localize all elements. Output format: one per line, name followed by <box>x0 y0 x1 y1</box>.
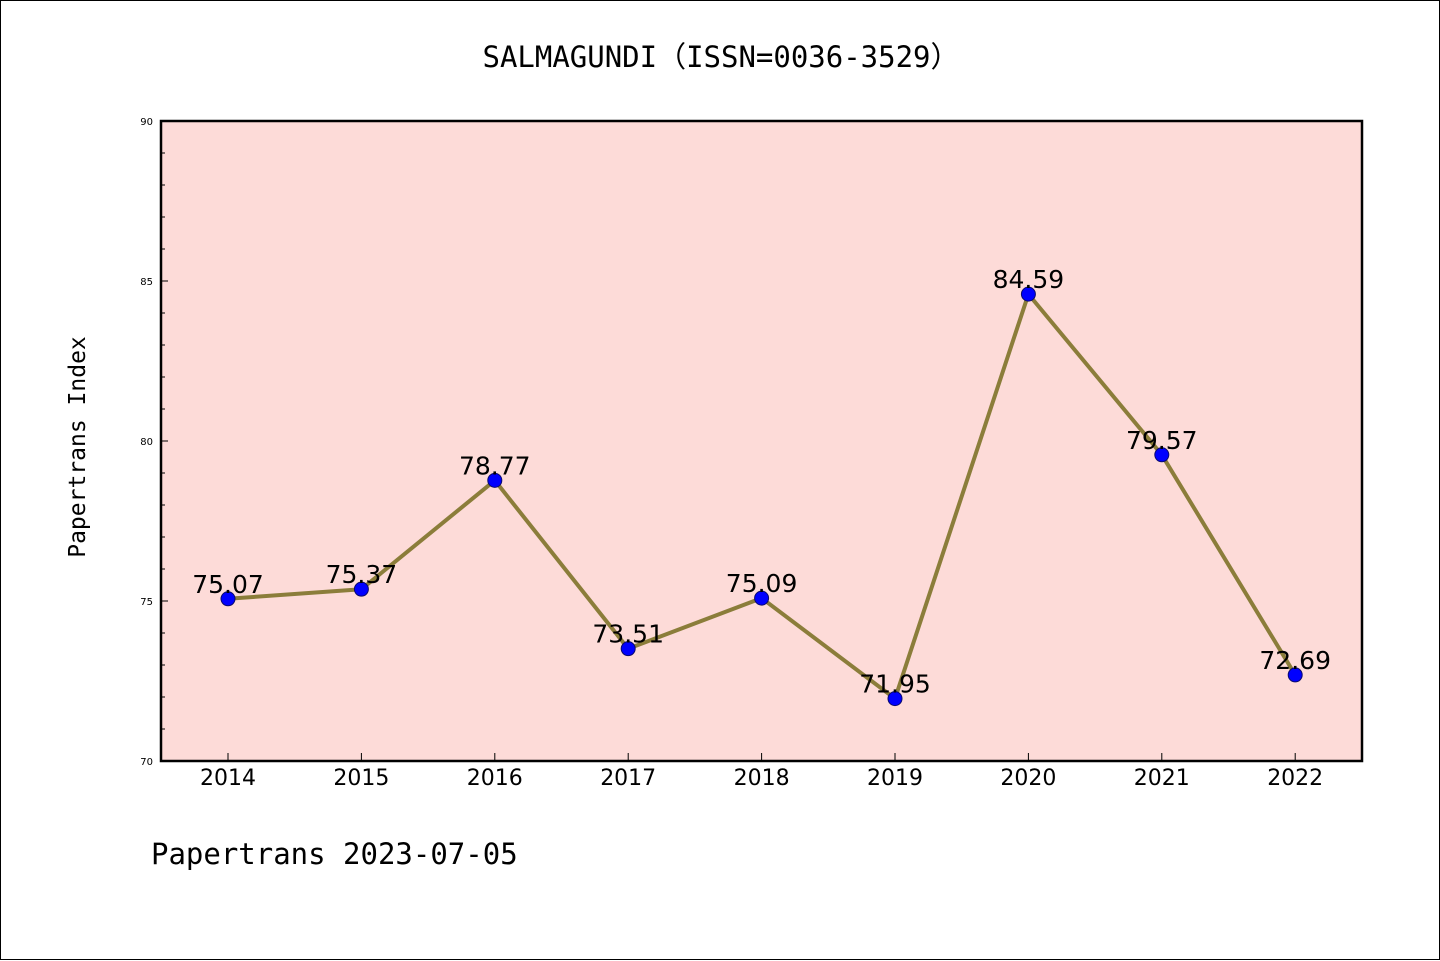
x-tick-label: 2014 <box>200 766 256 791</box>
data-label: 79.57 <box>1126 426 1198 455</box>
data-markers <box>220 286 1303 707</box>
data-point <box>220 591 236 607</box>
y-axis-label: Papertrans Index <box>65 336 91 558</box>
data-point <box>487 472 503 488</box>
x-tick-label: 2021 <box>1134 766 1190 791</box>
data-point <box>1287 667 1303 683</box>
footer-source-date: Papertrans 2023-07-05 <box>151 837 518 871</box>
data-point <box>353 581 369 597</box>
plot-border <box>159 119 1364 763</box>
data-label: 84.59 <box>993 265 1065 294</box>
x-tick-label: 2017 <box>600 766 656 791</box>
x-tick-label: 2018 <box>734 766 790 791</box>
y-tick-label: 75 <box>140 597 153 608</box>
data-label: 72.69 <box>1259 646 1331 675</box>
y-tick-label: 90 <box>140 117 153 128</box>
y-tick-label: 85 <box>140 277 153 288</box>
data-point <box>887 691 903 707</box>
data-label: 75.37 <box>326 560 398 589</box>
data-label: 73.51 <box>592 620 664 649</box>
axis-ticks: 70 75 80 85 90 2014 2015 2016 2017 2018 2019 2020 20… <box>140 117 1323 791</box>
y-tick-label: 70 <box>140 757 153 768</box>
data-label: 71.95 <box>859 670 931 699</box>
data-label: 75.09 <box>726 569 798 598</box>
x-tick-label: 2016 <box>467 766 523 791</box>
x-tick-label: 2022 <box>1267 766 1323 791</box>
x-tick-label: 2019 <box>867 766 923 791</box>
data-labels: 75.07 75.37 78.77 73.51 75.09 71.95 84.59 79.57… <box>192 265 1331 698</box>
data-point <box>620 641 636 657</box>
x-tick-label: 2020 <box>1000 766 1056 791</box>
data-label: 75.07 <box>192 570 264 599</box>
x-tick-label: 2015 <box>333 766 389 791</box>
data-point <box>1020 286 1036 302</box>
data-point <box>754 590 770 606</box>
data-label: 78.77 <box>459 451 531 480</box>
data-point <box>1154 447 1170 463</box>
chart-title: SALMAGUNDI（ISSN=0036-3529） <box>482 40 959 74</box>
y-tick-label: 80 <box>140 437 153 448</box>
plot-area <box>161 121 1362 761</box>
